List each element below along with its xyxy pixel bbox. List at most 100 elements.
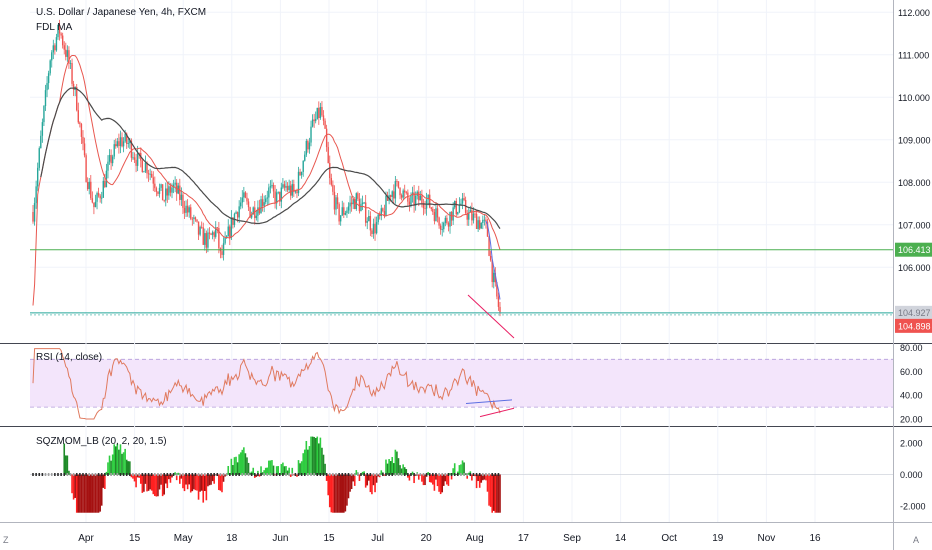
momentum-bar: [343, 474, 345, 513]
squeeze-dot: [310, 473, 312, 476]
candle-body: [240, 202, 242, 207]
candle-body: [410, 195, 412, 205]
squeeze-dot: [428, 473, 431, 476]
momentum-bar: [139, 474, 142, 484]
momentum-bar: [221, 474, 223, 493]
rsi-tick-label: 20.00: [900, 415, 923, 425]
momentum-bar: [452, 468, 454, 475]
momentum-bar: [107, 462, 109, 475]
candle-body: [322, 115, 325, 121]
time-tick-label: Jul: [371, 533, 384, 544]
momentum-bar: [94, 474, 97, 513]
momentum-bar: [96, 474, 98, 513]
squeeze-dot: [497, 473, 500, 476]
rsi-pane[interactable]: [30, 348, 893, 420]
momentum-bar: [199, 474, 201, 492]
squeeze-dot: [344, 473, 347, 476]
momentum-bar: [347, 474, 350, 499]
candle-body: [480, 222, 482, 229]
momentum-bar: [332, 474, 334, 513]
candle-body: [124, 133, 126, 142]
candle-body: [149, 173, 151, 175]
momentum-bar: [391, 457, 394, 475]
candle-body: [60, 33, 62, 36]
momentum-bar: [372, 474, 375, 486]
candle-body: [135, 159, 137, 166]
momentum-bar: [380, 470, 383, 475]
momentum-bar: [422, 474, 425, 486]
momentum-bar: [143, 474, 145, 492]
squeeze-dot: [228, 473, 231, 476]
momentum-bar: [388, 459, 390, 475]
momentum-bar: [499, 474, 501, 513]
price-axis[interactable]: 112.000 111.000 110.000 109.000 108.000 107.0…: [895, 8, 932, 512]
time-axis[interactable]: Apr 15 May 18 Jun 15 Jul 20 Aug 17 Sep 14 Oct 19 Nov 16: [78, 533, 821, 544]
squeeze-dot: [138, 473, 141, 476]
candle-body: [252, 207, 254, 215]
momentum-bar: [244, 453, 247, 475]
candle-body: [224, 237, 226, 244]
candle-body: [213, 232, 215, 237]
momentum-bar: [100, 474, 103, 506]
squeeze-dot: [235, 473, 237, 476]
candle-body: [76, 87, 78, 111]
candle-body: [91, 198, 94, 203]
candle-body: [179, 185, 181, 200]
candle-body: [471, 209, 473, 221]
squeeze-momentum-pane[interactable]: [30, 436, 893, 513]
candle-body: [186, 205, 189, 213]
momentum-bar: [447, 474, 450, 486]
momentum-bar: [467, 472, 470, 475]
price-pane[interactable]: [30, 19, 893, 339]
momentum-bar: [324, 463, 326, 475]
candle-body: [255, 215, 258, 219]
candle-body: [394, 181, 397, 199]
momentum-bar: [417, 474, 420, 480]
candle-body: [436, 208, 439, 218]
momentum-bar: [132, 474, 134, 479]
time-tick-label: May: [174, 533, 193, 544]
squeeze-dot: [341, 473, 344, 476]
squeeze-dot: [444, 473, 447, 476]
candle-body: [221, 251, 223, 255]
momentum-bar: [352, 474, 354, 482]
candle-body: [119, 137, 122, 147]
squeeze-dot: [57, 473, 59, 476]
squeeze-dot: [441, 473, 444, 476]
candle-body: [207, 232, 209, 248]
momentum-bar: [397, 458, 400, 475]
zoom-reset-button[interactable]: Z: [3, 535, 9, 545]
auto-scale-button[interactable]: A: [913, 535, 920, 545]
rsi-band: [30, 359, 893, 408]
squeeze-dot: [282, 473, 284, 476]
momentum-bar: [163, 474, 165, 495]
squeeze-dot: [407, 473, 409, 476]
squeeze-dot: [238, 473, 240, 476]
momentum-bar: [336, 474, 339, 513]
candle-body: [486, 221, 489, 237]
candle-body: [405, 192, 407, 194]
momentum-bar: [414, 474, 417, 476]
squeeze-dot: [60, 473, 62, 476]
squeeze-dot: [269, 473, 272, 476]
candle-body: [427, 194, 429, 200]
momentum-bar: [358, 474, 361, 481]
squeeze-dot: [350, 473, 353, 476]
study-label-fdl-ma: FDL MA: [36, 22, 73, 33]
candle-body: [40, 135, 42, 149]
price-tick-label: 109.000: [898, 135, 931, 145]
momentum-bar: [80, 474, 83, 513]
squeeze-dot: [366, 473, 369, 476]
momentum-bar: [238, 454, 240, 475]
squeeze-dot: [469, 473, 472, 476]
momentum-bar: [63, 443, 66, 475]
momentum-bar: [141, 474, 144, 493]
momentum-bar: [211, 474, 214, 482]
squeeze-dot: [260, 473, 262, 476]
momentum-bar: [449, 473, 451, 475]
squeeze-dot: [319, 473, 322, 476]
squeeze-dot: [369, 473, 372, 476]
candle-body: [461, 198, 464, 204]
